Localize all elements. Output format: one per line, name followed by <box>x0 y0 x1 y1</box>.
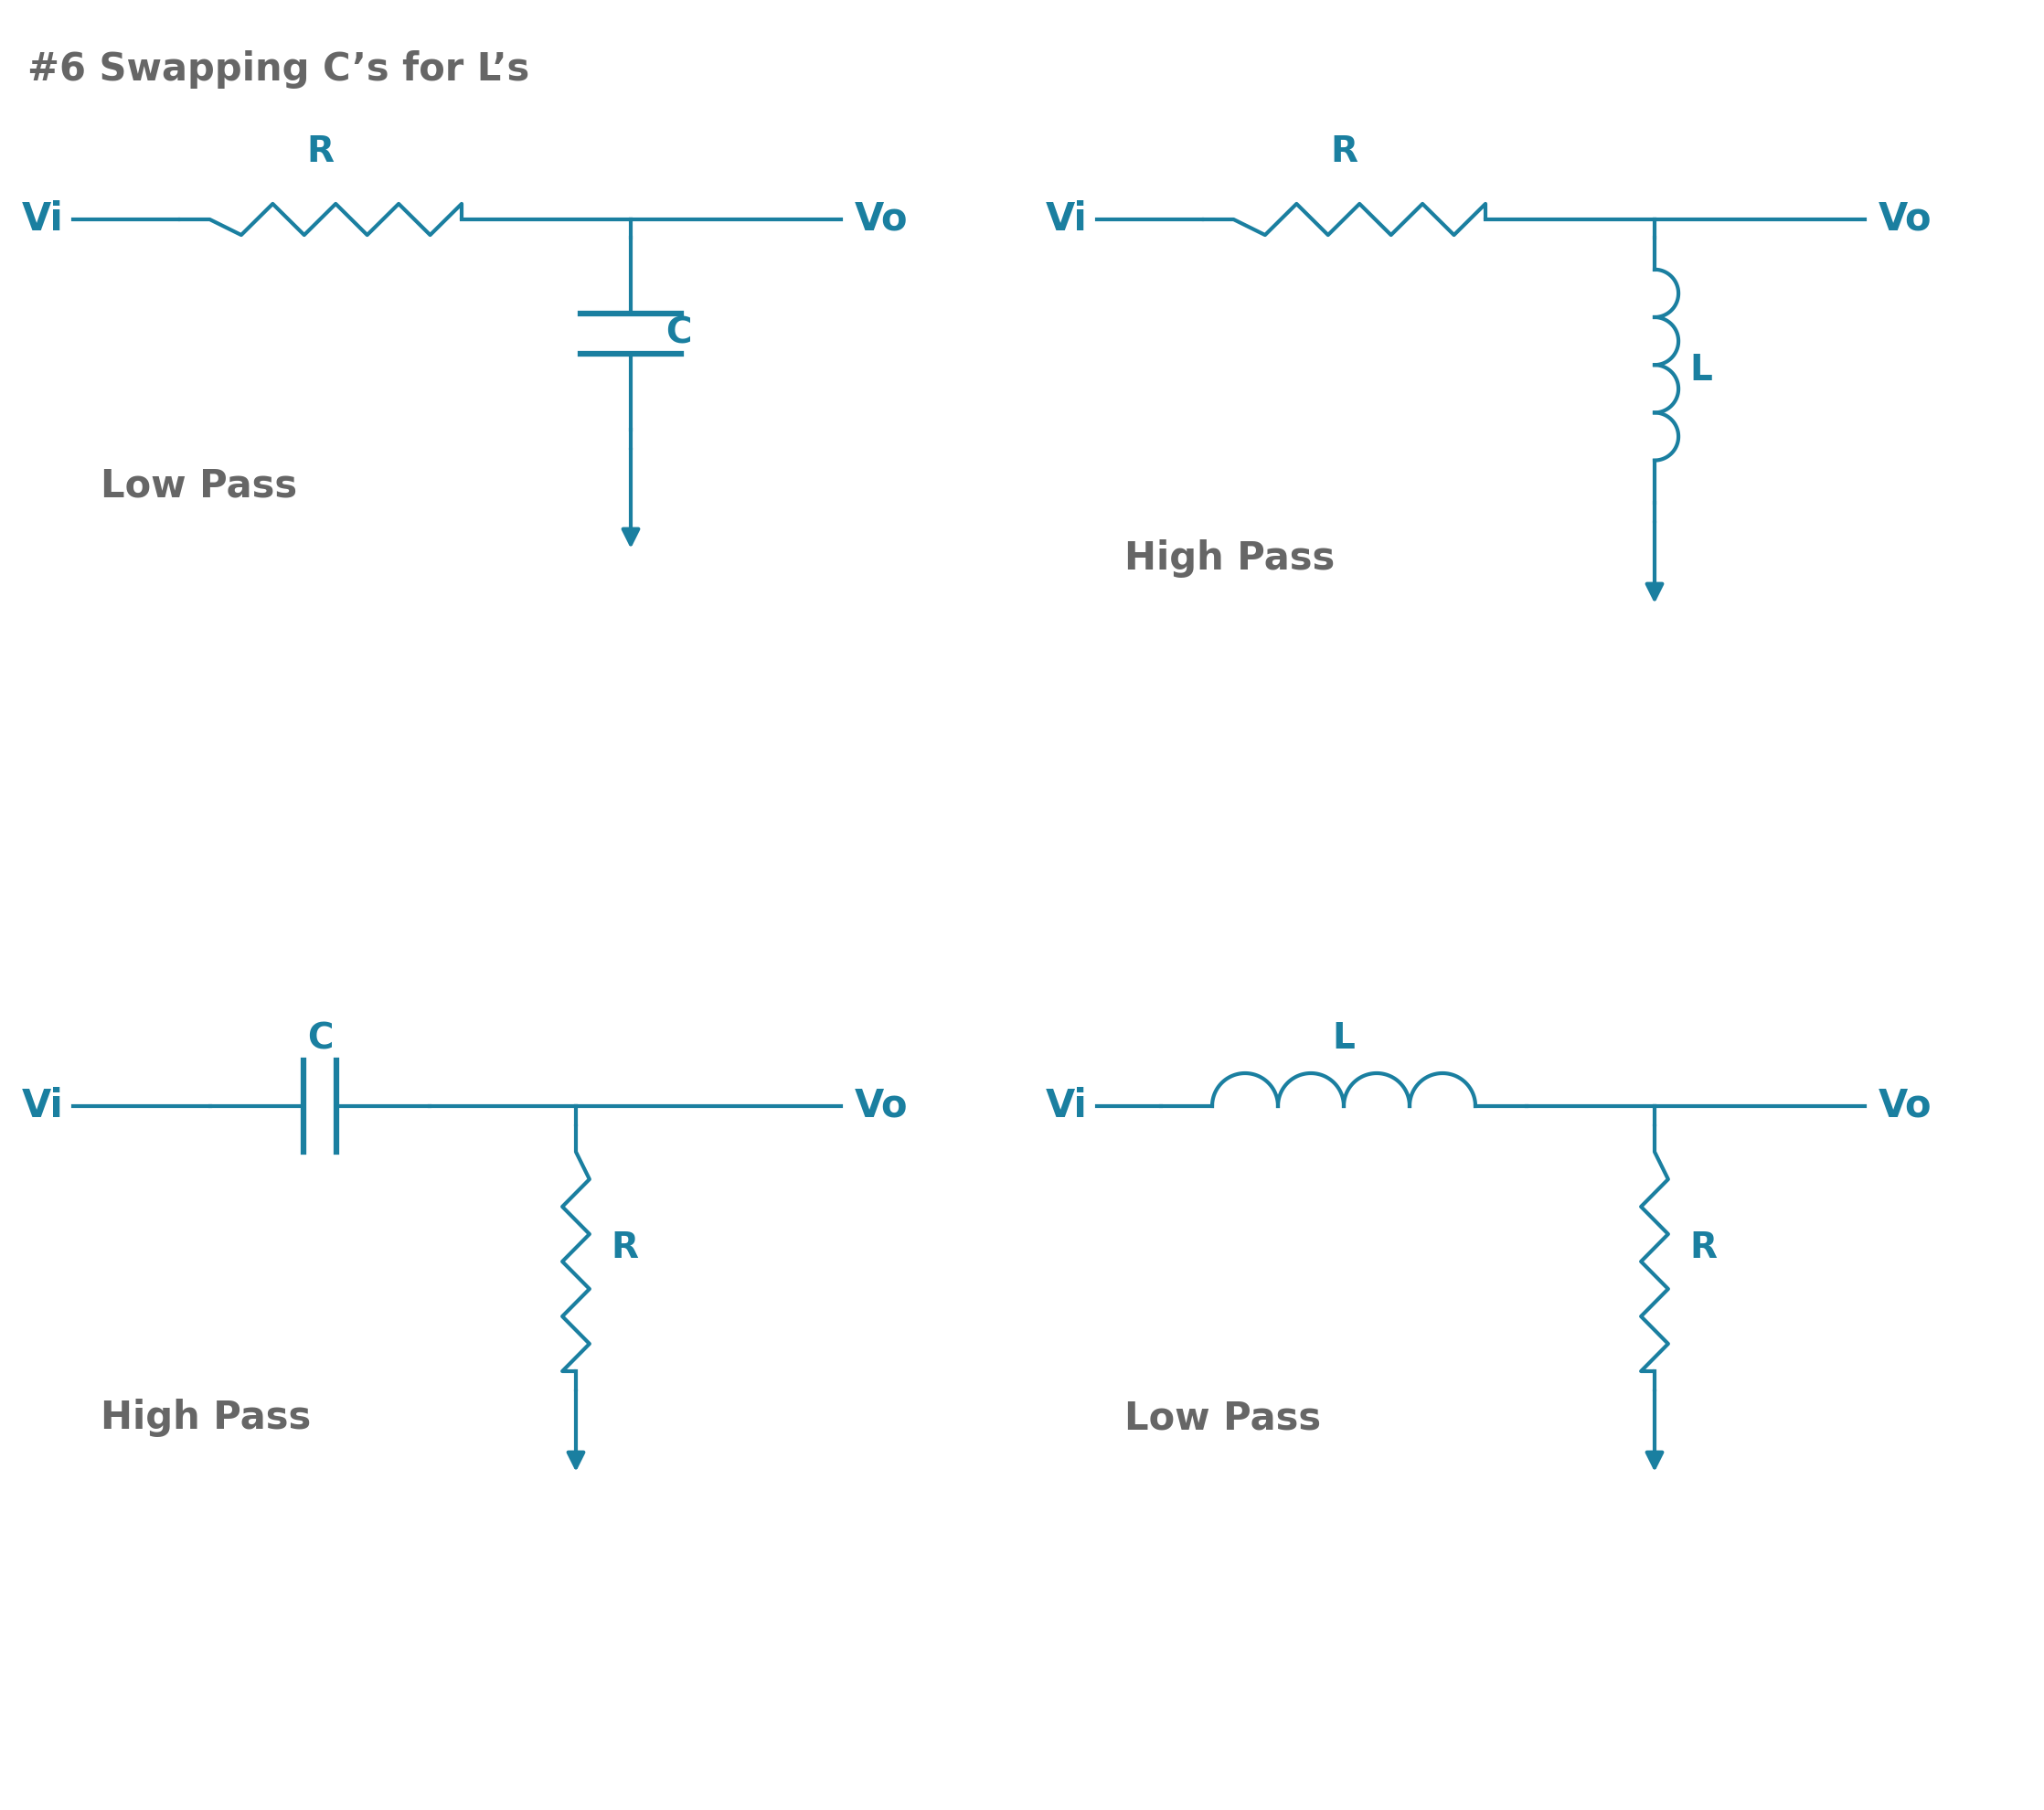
Text: Vi: Vi <box>22 201 63 239</box>
Text: R: R <box>1688 1231 1717 1265</box>
Text: L: L <box>1333 1021 1355 1055</box>
Text: Low Pass: Low Pass <box>1124 1399 1320 1437</box>
Text: C: C <box>666 317 691 351</box>
Text: Vo: Vo <box>854 1088 908 1126</box>
Text: Vo: Vo <box>1878 201 1932 239</box>
Text: Vo: Vo <box>854 201 908 239</box>
Text: Vi: Vi <box>1047 201 1087 239</box>
Text: High Pass: High Pass <box>100 1399 311 1437</box>
Text: R: R <box>307 134 333 168</box>
Text: #6 Swapping C’s for L’s: #6 Swapping C’s for L’s <box>27 51 529 89</box>
Text: Vi: Vi <box>1047 1088 1087 1126</box>
Text: C: C <box>307 1021 333 1055</box>
Text: Vo: Vo <box>1878 1088 1932 1126</box>
Text: R: R <box>611 1231 638 1265</box>
Text: L: L <box>1688 353 1713 387</box>
Text: R: R <box>1331 134 1357 168</box>
Text: Vi: Vi <box>22 1088 63 1126</box>
Text: High Pass: High Pass <box>1124 539 1335 577</box>
Text: Low Pass: Low Pass <box>100 467 296 505</box>
